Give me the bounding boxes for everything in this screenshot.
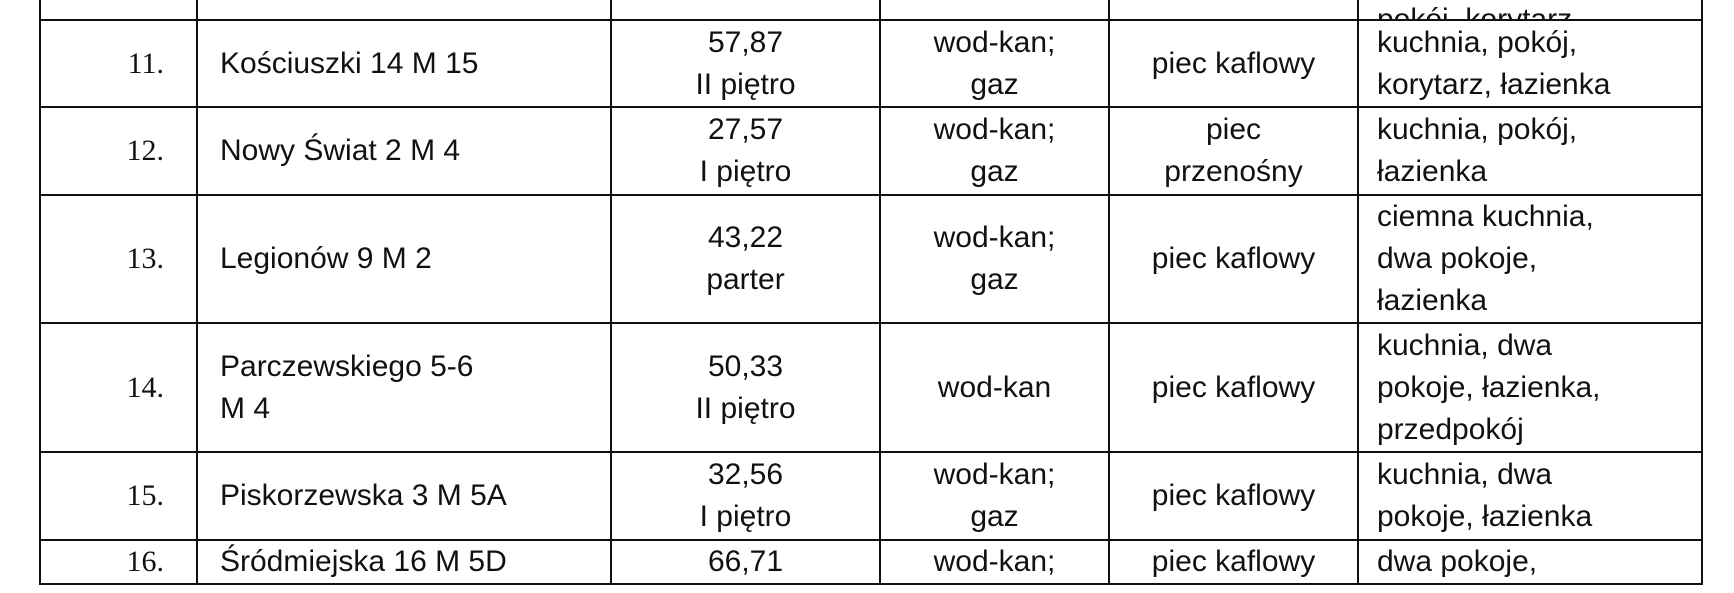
- cell-heating: piec kaflowy: [1108, 322, 1359, 453]
- table-row: 14. Parczewskiego 5-6 M 4 50,33 II piętro wod…: [39, 322, 1703, 453]
- cell-rooms: pokój, korytarz: [1357, 0, 1703, 21]
- rooms-line: kuchnia, pokój,: [1377, 113, 1578, 146]
- cell-heating: piec kaflowy: [1108, 19, 1359, 108]
- cell-heating: piec kaflowy: [1108, 194, 1359, 324]
- address-line: Kościuszki 14 M 15: [220, 46, 479, 80]
- cell-area: 32,56 I piętro: [610, 451, 881, 541]
- table-row-partial: pokój, korytarz: [39, 0, 1703, 21]
- table-row: 11. Kościuszki 14 M 15 57,87 II piętro wod-k…: [39, 19, 1703, 108]
- table-row: 13. Legionów 9 M 2 43,22 parter wod-kan; gaz p…: [39, 194, 1703, 324]
- cell-address: [196, 0, 612, 21]
- area-line: 27,57: [707, 113, 784, 146]
- heating-line: przenośny: [1164, 155, 1303, 188]
- cell-address: Piskorzewska 3 M 5A: [196, 451, 612, 541]
- cell-address: Parczewskiego 5-6 M 4: [196, 322, 612, 453]
- utilities-line: wod-kan;: [933, 458, 1056, 491]
- table-row: 15. Piskorzewska 3 M 5A 32,56 I piętro wod-k…: [39, 451, 1703, 541]
- cell-rooms: kuchnia, pokój, korytarz, łazienka: [1357, 19, 1703, 108]
- cell-address: Nowy Świat 2 M 4: [196, 106, 612, 196]
- utilities-line: wod-kan;: [933, 113, 1056, 146]
- cell-area: 27,57 I piętro: [610, 106, 881, 196]
- address-line: Śródmiejska 16 M 5D: [220, 545, 507, 578]
- area-line: 50,33: [707, 349, 784, 383]
- rooms-line: kuchnia, pokój,: [1377, 25, 1578, 59]
- cell-area: [610, 0, 881, 21]
- utilities-line: gaz: [970, 155, 1019, 188]
- cell-heating: piec przenośny: [1108, 106, 1359, 196]
- heating-line: piec: [1205, 113, 1262, 146]
- cell-rooms: kuchnia, pokój, łazienka: [1357, 106, 1703, 196]
- utilities-line: gaz: [970, 67, 1019, 101]
- table-row: 12. Nowy Świat 2 M 4 27,57 I piętro wod-kan;…: [39, 106, 1703, 196]
- address-line: M 4: [220, 391, 271, 425]
- utilities-line: gaz: [970, 263, 1019, 296]
- area-line: parter: [706, 263, 785, 296]
- heating-line: piec kaflowy: [1151, 479, 1316, 512]
- cell-utilities: [879, 0, 1110, 21]
- rooms-line: pokoje, łazienka: [1377, 500, 1593, 533]
- cell-rooms: dwa pokoje,: [1357, 539, 1703, 585]
- cell-no: 13.: [39, 194, 198, 324]
- rooms-line: kuchnia, dwa: [1377, 458, 1553, 491]
- cell-no: [39, 0, 198, 21]
- cell-rooms: ciemna kuchnia, dwa pokoje, łazienka: [1357, 194, 1703, 324]
- cell-utilities: wod-kan;: [879, 539, 1110, 585]
- area-line: I piętro: [699, 500, 792, 533]
- apartments-table: pokój, korytarz 11. Kościuszki 14 M 15 57,…: [39, 0, 1703, 585]
- cell-heating: [1108, 0, 1359, 21]
- cell-no: 16.: [39, 539, 198, 585]
- heating-line: piec kaflowy: [1151, 370, 1316, 404]
- heating-line: piec kaflowy: [1151, 242, 1316, 275]
- address-line: Parczewskiego 5-6: [220, 349, 474, 383]
- area-line: I piętro: [699, 155, 792, 188]
- cell-utilities: wod-kan; gaz: [879, 106, 1110, 196]
- area-line: II piętro: [695, 391, 796, 425]
- rooms-line: dwa pokoje,: [1377, 545, 1538, 578]
- cell-area: 57,87 II piętro: [610, 19, 881, 108]
- heating-line: piec kaflowy: [1151, 545, 1316, 578]
- cell-utilities: wod-kan; gaz: [879, 19, 1110, 108]
- utilities-line: gaz: [970, 500, 1019, 533]
- rooms-line: kuchnia, dwa: [1377, 328, 1553, 362]
- heating-line: piec kaflowy: [1151, 46, 1316, 80]
- cell-utilities: wod-kan; gaz: [879, 451, 1110, 541]
- rooms-line: ciemna kuchnia,: [1377, 200, 1594, 233]
- address-line: Legionów 9 M 2: [220, 242, 432, 275]
- cell-rooms: kuchnia, dwa pokoje, łazienka, przedpokój: [1357, 322, 1703, 453]
- cell-heating: piec kaflowy: [1108, 451, 1359, 541]
- cell-area: 43,22 parter: [610, 194, 881, 324]
- cell-no: 14.: [39, 322, 198, 453]
- cell-no: 11.: [39, 19, 198, 108]
- utilities-line: wod-kan;: [933, 221, 1056, 254]
- cell-no: 12.: [39, 106, 198, 196]
- cell-utilities: wod-kan; gaz: [879, 194, 1110, 324]
- rooms-line: łazienka: [1377, 155, 1488, 188]
- rooms-text: pokój, korytarz: [1377, 3, 1573, 20]
- cell-heating: piec kaflowy: [1108, 539, 1359, 585]
- area-line: 66,71: [707, 545, 784, 578]
- utilities-line: wod-kan;: [933, 545, 1056, 578]
- area-line: II piętro: [695, 67, 796, 101]
- rooms-line: łazienka: [1377, 284, 1488, 317]
- area-line: 43,22: [707, 221, 784, 254]
- rooms-line: korytarz, łazienka: [1377, 67, 1611, 101]
- utilities-line: wod-kan: [937, 370, 1052, 404]
- table-row: 16. Śródmiejska 16 M 5D 66,71 wod-kan; piec …: [39, 539, 1703, 585]
- area-line: 57,87: [707, 25, 784, 59]
- cell-rooms: kuchnia, dwa pokoje, łazienka: [1357, 451, 1703, 541]
- cell-area: 66,71: [610, 539, 881, 585]
- cell-utilities: wod-kan: [879, 322, 1110, 453]
- cell-address: Legionów 9 M 2: [196, 194, 612, 324]
- rooms-line: przedpokój: [1377, 412, 1524, 446]
- cell-address: Śródmiejska 16 M 5D: [196, 539, 612, 585]
- utilities-line: wod-kan;: [933, 25, 1056, 59]
- area-line: 32,56: [707, 458, 784, 491]
- cell-area: 50,33 II piętro: [610, 322, 881, 453]
- cell-no: 15.: [39, 451, 198, 541]
- address-line: Nowy Świat 2 M 4: [220, 134, 461, 167]
- cell-address: Kościuszki 14 M 15: [196, 19, 612, 108]
- rooms-line: pokoje, łazienka,: [1377, 370, 1601, 404]
- address-line: Piskorzewska 3 M 5A: [220, 479, 507, 512]
- rooms-line: dwa pokoje,: [1377, 242, 1538, 275]
